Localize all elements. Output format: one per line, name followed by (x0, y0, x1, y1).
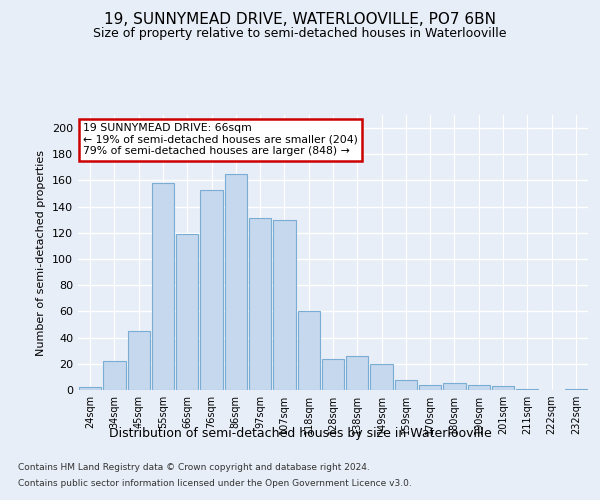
Bar (492, 386, 514, 390)
Bar (152, 183, 174, 390)
Bar (419, 385, 442, 390)
Bar (370, 364, 393, 390)
Bar (249, 218, 271, 390)
Bar (322, 358, 344, 390)
Bar (467, 385, 490, 390)
Bar (176, 234, 199, 390)
Text: Distribution of semi-detached houses by size in Waterlooville: Distribution of semi-detached houses by … (109, 428, 491, 440)
Bar (128, 331, 150, 390)
Bar (224, 174, 247, 390)
Bar (200, 190, 223, 390)
Bar (443, 384, 466, 390)
Bar (516, 388, 538, 390)
Bar (346, 356, 368, 390)
Bar (565, 388, 587, 390)
Text: Contains public sector information licensed under the Open Government Licence v3: Contains public sector information licen… (18, 478, 412, 488)
Bar (103, 361, 125, 390)
Bar (395, 380, 417, 390)
Bar (79, 388, 101, 390)
Bar (298, 312, 320, 390)
Y-axis label: Number of semi-detached properties: Number of semi-detached properties (37, 150, 46, 356)
Text: Contains HM Land Registry data © Crown copyright and database right 2024.: Contains HM Land Registry data © Crown c… (18, 464, 370, 472)
Text: Size of property relative to semi-detached houses in Waterlooville: Size of property relative to semi-detach… (93, 28, 507, 40)
Text: 19, SUNNYMEAD DRIVE, WATERLOOVILLE, PO7 6BN: 19, SUNNYMEAD DRIVE, WATERLOOVILLE, PO7 … (104, 12, 496, 28)
Bar (273, 220, 296, 390)
Text: 19 SUNNYMEAD DRIVE: 66sqm
← 19% of semi-detached houses are smaller (204)
79% of: 19 SUNNYMEAD DRIVE: 66sqm ← 19% of semi-… (83, 123, 358, 156)
